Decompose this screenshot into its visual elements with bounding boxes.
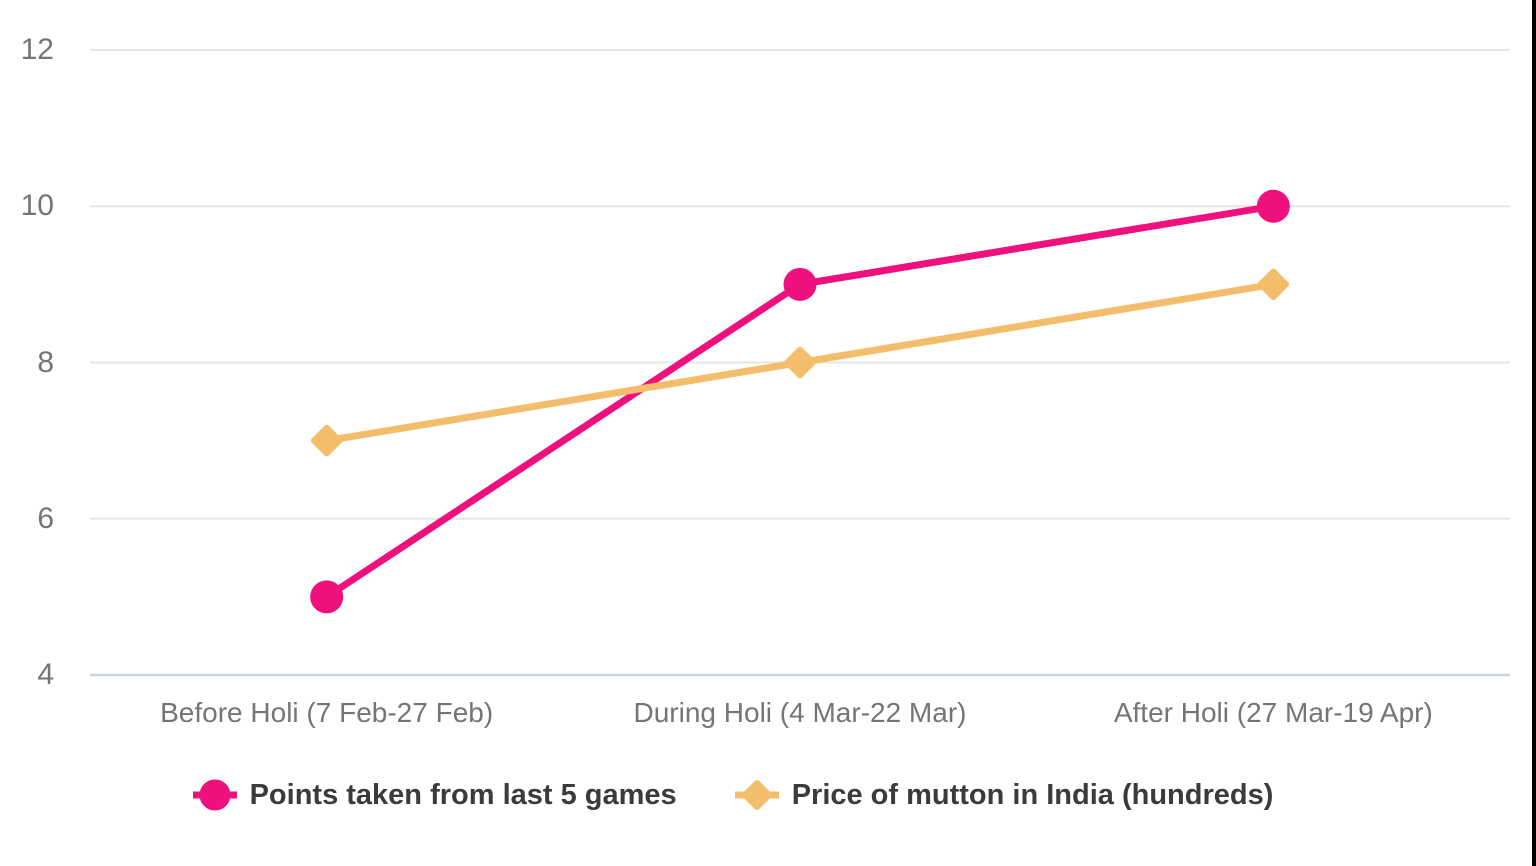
data-point-diamond bbox=[310, 424, 343, 457]
circle-series-legend-icon bbox=[192, 779, 237, 811]
x-category-label: Before Holi (7 Feb-27 Feb) bbox=[160, 697, 494, 728]
x-category-label: After Holi (27 Mar-19 Apr) bbox=[1113, 697, 1433, 728]
data-point-circle bbox=[783, 267, 817, 301]
data-point-circle bbox=[310, 580, 344, 614]
data-point-circle bbox=[1256, 189, 1290, 223]
series-line-0 bbox=[323, 202, 1277, 601]
legend-item: Price of mutton in India (hundreds) bbox=[734, 775, 1274, 815]
legend-label: Points taken from last 5 games bbox=[249, 778, 677, 811]
screenshot-right-border bbox=[1532, 0, 1536, 866]
y-tick-label: 12 bbox=[20, 33, 54, 66]
y-tick-label: 4 bbox=[37, 658, 54, 691]
y-tick-label: 8 bbox=[37, 345, 54, 379]
x-category-label: During Holi (4 Mar-22 Mar) bbox=[633, 697, 967, 728]
legend-label: Price of mutton in India (hundreds) bbox=[791, 778, 1274, 811]
y-tick-label: 10 bbox=[20, 189, 54, 223]
chart-legend: Points taken from last 5 games Price of m… bbox=[0, 775, 1536, 815]
data-point-diamond bbox=[784, 346, 816, 379]
legend-item: Points taken from last 5 games bbox=[192, 775, 677, 815]
diamond-series-legend-icon bbox=[734, 779, 779, 811]
legend-marker-diamond bbox=[741, 779, 772, 811]
legend-marker-circle bbox=[199, 779, 231, 811]
y-tick-label: 6 bbox=[37, 501, 54, 535]
data-point-diamond bbox=[1257, 268, 1290, 301]
